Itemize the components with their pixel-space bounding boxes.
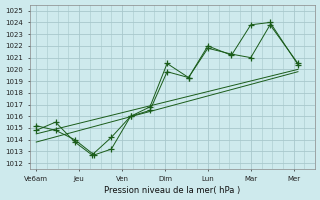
- X-axis label: Pression niveau de la mer( hPa ): Pression niveau de la mer( hPa ): [104, 186, 241, 195]
